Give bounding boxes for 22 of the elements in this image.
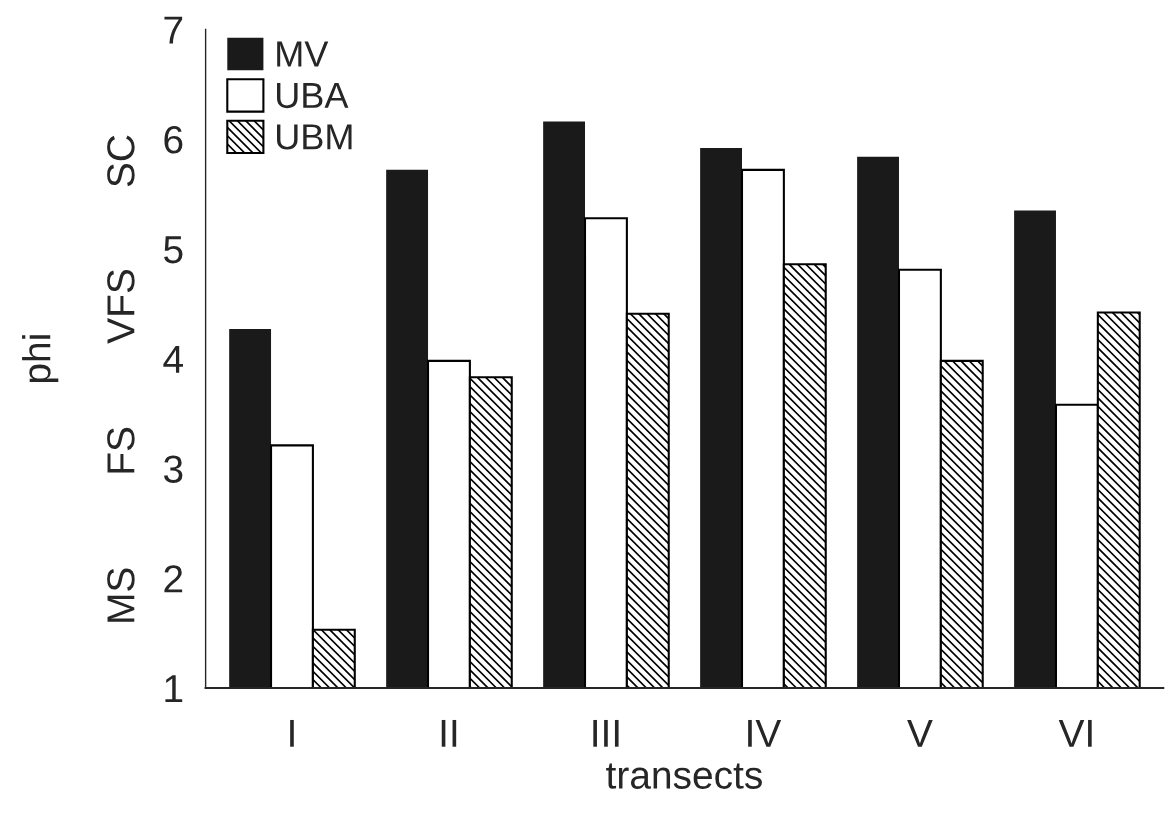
x-tick-label: I bbox=[290, 719, 294, 747]
legend-label: MV bbox=[277, 41, 329, 67]
y-axis-title: phi bbox=[22, 335, 59, 383]
x-tick-label: II bbox=[441, 719, 457, 747]
y-tick-label: 5 bbox=[164, 236, 183, 264]
y-tick-label: 2 bbox=[164, 565, 183, 593]
text: VFS bbox=[107, 269, 135, 344]
y-tick-label: 6 bbox=[164, 126, 183, 154]
text: SC bbox=[107, 135, 135, 187]
x-tick-label: VI bbox=[1058, 719, 1092, 747]
text: FS bbox=[107, 427, 135, 473]
x-axis-title: transects bbox=[606, 763, 762, 789]
legend-label: UBA bbox=[277, 82, 349, 109]
y-tick-label: 3 bbox=[163, 455, 183, 483]
y-tick-label: 7 bbox=[164, 16, 183, 44]
x-tick-label: IV bbox=[748, 719, 782, 747]
text: MS bbox=[107, 568, 135, 622]
y-tick-label: 1 bbox=[165, 675, 183, 703]
x-tick-label: III bbox=[593, 719, 619, 747]
x-tick-label: V bbox=[907, 719, 933, 747]
y-tick-label: 4 bbox=[163, 346, 183, 373]
legend-label: UBM bbox=[277, 124, 352, 150]
